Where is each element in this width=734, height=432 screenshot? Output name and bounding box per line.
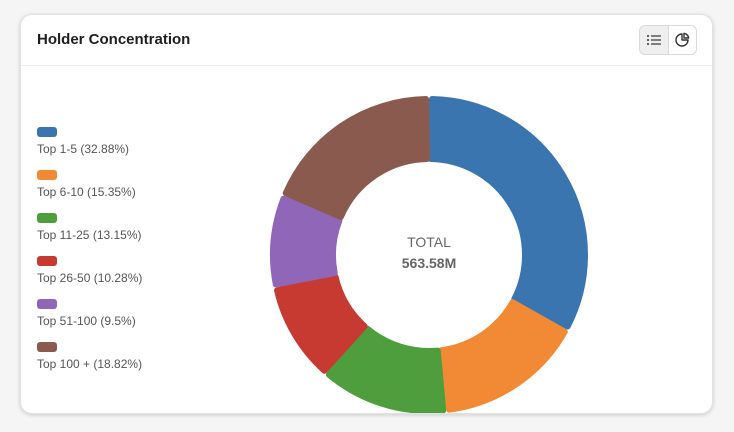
donut-slice[interactable] — [325, 325, 447, 413]
legend-label: Top 100 + (18.82%) — [37, 357, 143, 371]
legend-item[interactable]: Top 100 + (18.82%) — [37, 342, 237, 385]
legend-swatch — [37, 342, 57, 352]
view-toggle — [639, 25, 697, 55]
donut-slice[interactable] — [274, 273, 368, 374]
donut-chart: TOTAL 563.58M — [270, 96, 588, 413]
legend-swatch — [37, 127, 57, 137]
total-label: TOTAL — [407, 234, 451, 250]
list-view-button[interactable] — [640, 26, 668, 54]
list-icon — [646, 35, 661, 45]
pie-view-button[interactable] — [667, 26, 696, 54]
legend-label: Top 11-25 (13.15%) — [37, 228, 142, 242]
legend-item[interactable]: Top 51-100 (9.5%) — [37, 299, 237, 342]
legend-swatch — [37, 299, 57, 309]
donut-slice[interactable] — [427, 96, 588, 330]
legend-item[interactable]: Top 1-5 (32.88%) — [37, 127, 237, 170]
legend-item[interactable]: Top 6-10 (15.35%) — [37, 170, 237, 213]
pie-chart-icon — [675, 32, 690, 47]
donut-slice[interactable] — [270, 195, 343, 288]
legend-item[interactable]: Top 11-25 (13.15%) — [37, 213, 237, 256]
donut-slices — [270, 96, 588, 413]
legend-swatch — [37, 256, 57, 266]
total-value: 563.58M — [402, 255, 456, 271]
donut-slice[interactable] — [438, 299, 568, 413]
holder-concentration-card: Holder Concentration — [20, 14, 713, 414]
legend-item[interactable]: Top 26-50 (10.28%) — [37, 256, 237, 299]
legend-label: Top 26-50 (10.28%) — [37, 271, 143, 285]
legend-label: Top 1-5 (32.88%) — [37, 142, 130, 156]
legend-label: Top 51-100 (9.5%) — [37, 314, 136, 328]
legend-label: Top 6-10 (15.35%) — [37, 185, 136, 199]
legend-swatch — [37, 170, 57, 180]
donut-slice[interactable] — [282, 96, 431, 220]
card-header: Holder Concentration — [21, 15, 712, 66]
card-title: Holder Concentration — [37, 31, 191, 48]
chart-legend: Top 1-5 (32.88%) Top 6-10 (15.35%) Top 1… — [37, 127, 237, 385]
legend-swatch — [37, 213, 57, 223]
